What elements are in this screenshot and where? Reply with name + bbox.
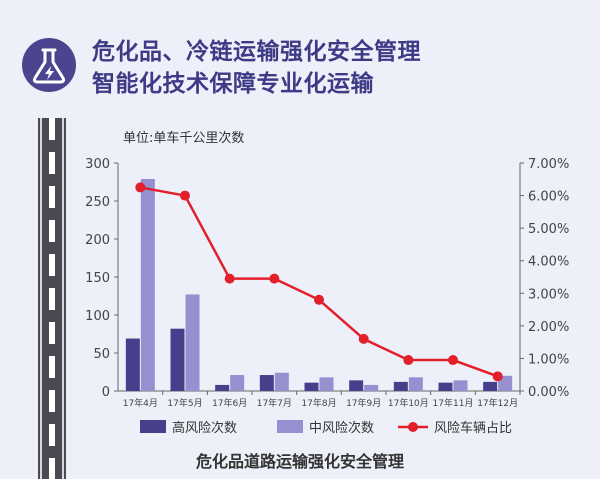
footer-caption: 危化品道路运输强化安全管理 [195, 452, 404, 471]
bar-high-risk [393, 381, 408, 391]
bar-high-risk [349, 380, 364, 391]
y-left-tick-label: 250 [85, 195, 110, 210]
y-left-tick-label: 150 [85, 271, 110, 286]
road-decoration [38, 118, 66, 479]
ratio-point [492, 371, 503, 382]
bar-mid-risk [453, 380, 468, 391]
bar-mid-risk [498, 375, 513, 391]
x-tick-label: 17年7月 [257, 397, 292, 409]
y-right-tick-label: 6.00% [528, 190, 569, 205]
x-tick-label: 17年10月 [388, 397, 429, 409]
legend-label-mid-risk: 中风险次数 [309, 420, 374, 436]
bar-high-risk [215, 384, 230, 391]
y-left-tick-label: 0 [102, 385, 110, 400]
x-tick-label: 17年8月 [301, 397, 336, 409]
y-left-tick-label: 200 [85, 233, 110, 248]
legend-swatch-mid-risk [277, 420, 303, 433]
bar-mid-risk [408, 377, 423, 391]
bar-high-risk [483, 381, 498, 391]
unit-label: 单位:单车千公里次数 [123, 130, 244, 146]
bar-high-risk [170, 328, 185, 391]
y-right-tick-label: 0.00% [528, 385, 569, 400]
ratio-point [403, 355, 414, 366]
legend-marker-ratio [408, 422, 418, 432]
y-left-tick-label: 300 [85, 157, 110, 172]
y-left-tick-label: 100 [85, 309, 110, 324]
x-tick-label: 17年5月 [167, 397, 202, 409]
x-tick-label: 17年4月 [123, 397, 158, 409]
bar-high-risk [438, 382, 453, 391]
ratio-point [224, 273, 235, 284]
bar-mid-risk [140, 178, 155, 391]
ratio-point [448, 355, 458, 366]
y-right-tick-label: 1.00% [528, 352, 569, 367]
bar-high-risk [125, 338, 140, 391]
y-right-tick-label: 3.00% [528, 287, 569, 302]
x-tick-label: 17年11月 [433, 397, 474, 409]
ratio-point [358, 333, 369, 344]
bar-mid-risk [230, 375, 245, 391]
y-right-tick-label: 4.00% [528, 255, 569, 270]
ratio-point [269, 273, 280, 284]
header: 危化品、冷链运输强化安全管理 智能化技术保障专业化运输 [0, 0, 600, 110]
bar-mid-risk [364, 384, 379, 391]
y-right-tick-label: 5.00% [528, 222, 569, 237]
legend-label-high-risk: 高风险次数 [172, 420, 237, 436]
bar-high-risk [304, 382, 319, 391]
bar-mid-risk [185, 294, 200, 391]
legend-swatch-high-risk [140, 420, 166, 433]
ratio-point [135, 182, 146, 193]
flask-lightning-icon [22, 38, 76, 92]
title-line-2: 智能化技术保障专业化运输 [92, 71, 374, 97]
legend-label-ratio: 风险车辆占比 [434, 420, 512, 436]
y-right-tick-label: 7.00% [528, 157, 569, 172]
x-tick-label: 17年6月 [212, 397, 247, 409]
title-line-1: 危化品、冷链运输强化安全管理 [92, 39, 421, 65]
y-left-tick-label: 50 [93, 347, 110, 362]
bar-high-risk [259, 375, 274, 391]
bar-mid-risk [274, 372, 289, 391]
ratio-point [180, 190, 190, 201]
x-tick-label: 17年9月 [346, 397, 381, 409]
y-right-tick-label: 2.00% [528, 320, 569, 335]
x-tick-label: 17年12月 [477, 397, 518, 409]
bar-mid-risk [319, 377, 334, 391]
ratio-point [314, 294, 324, 305]
